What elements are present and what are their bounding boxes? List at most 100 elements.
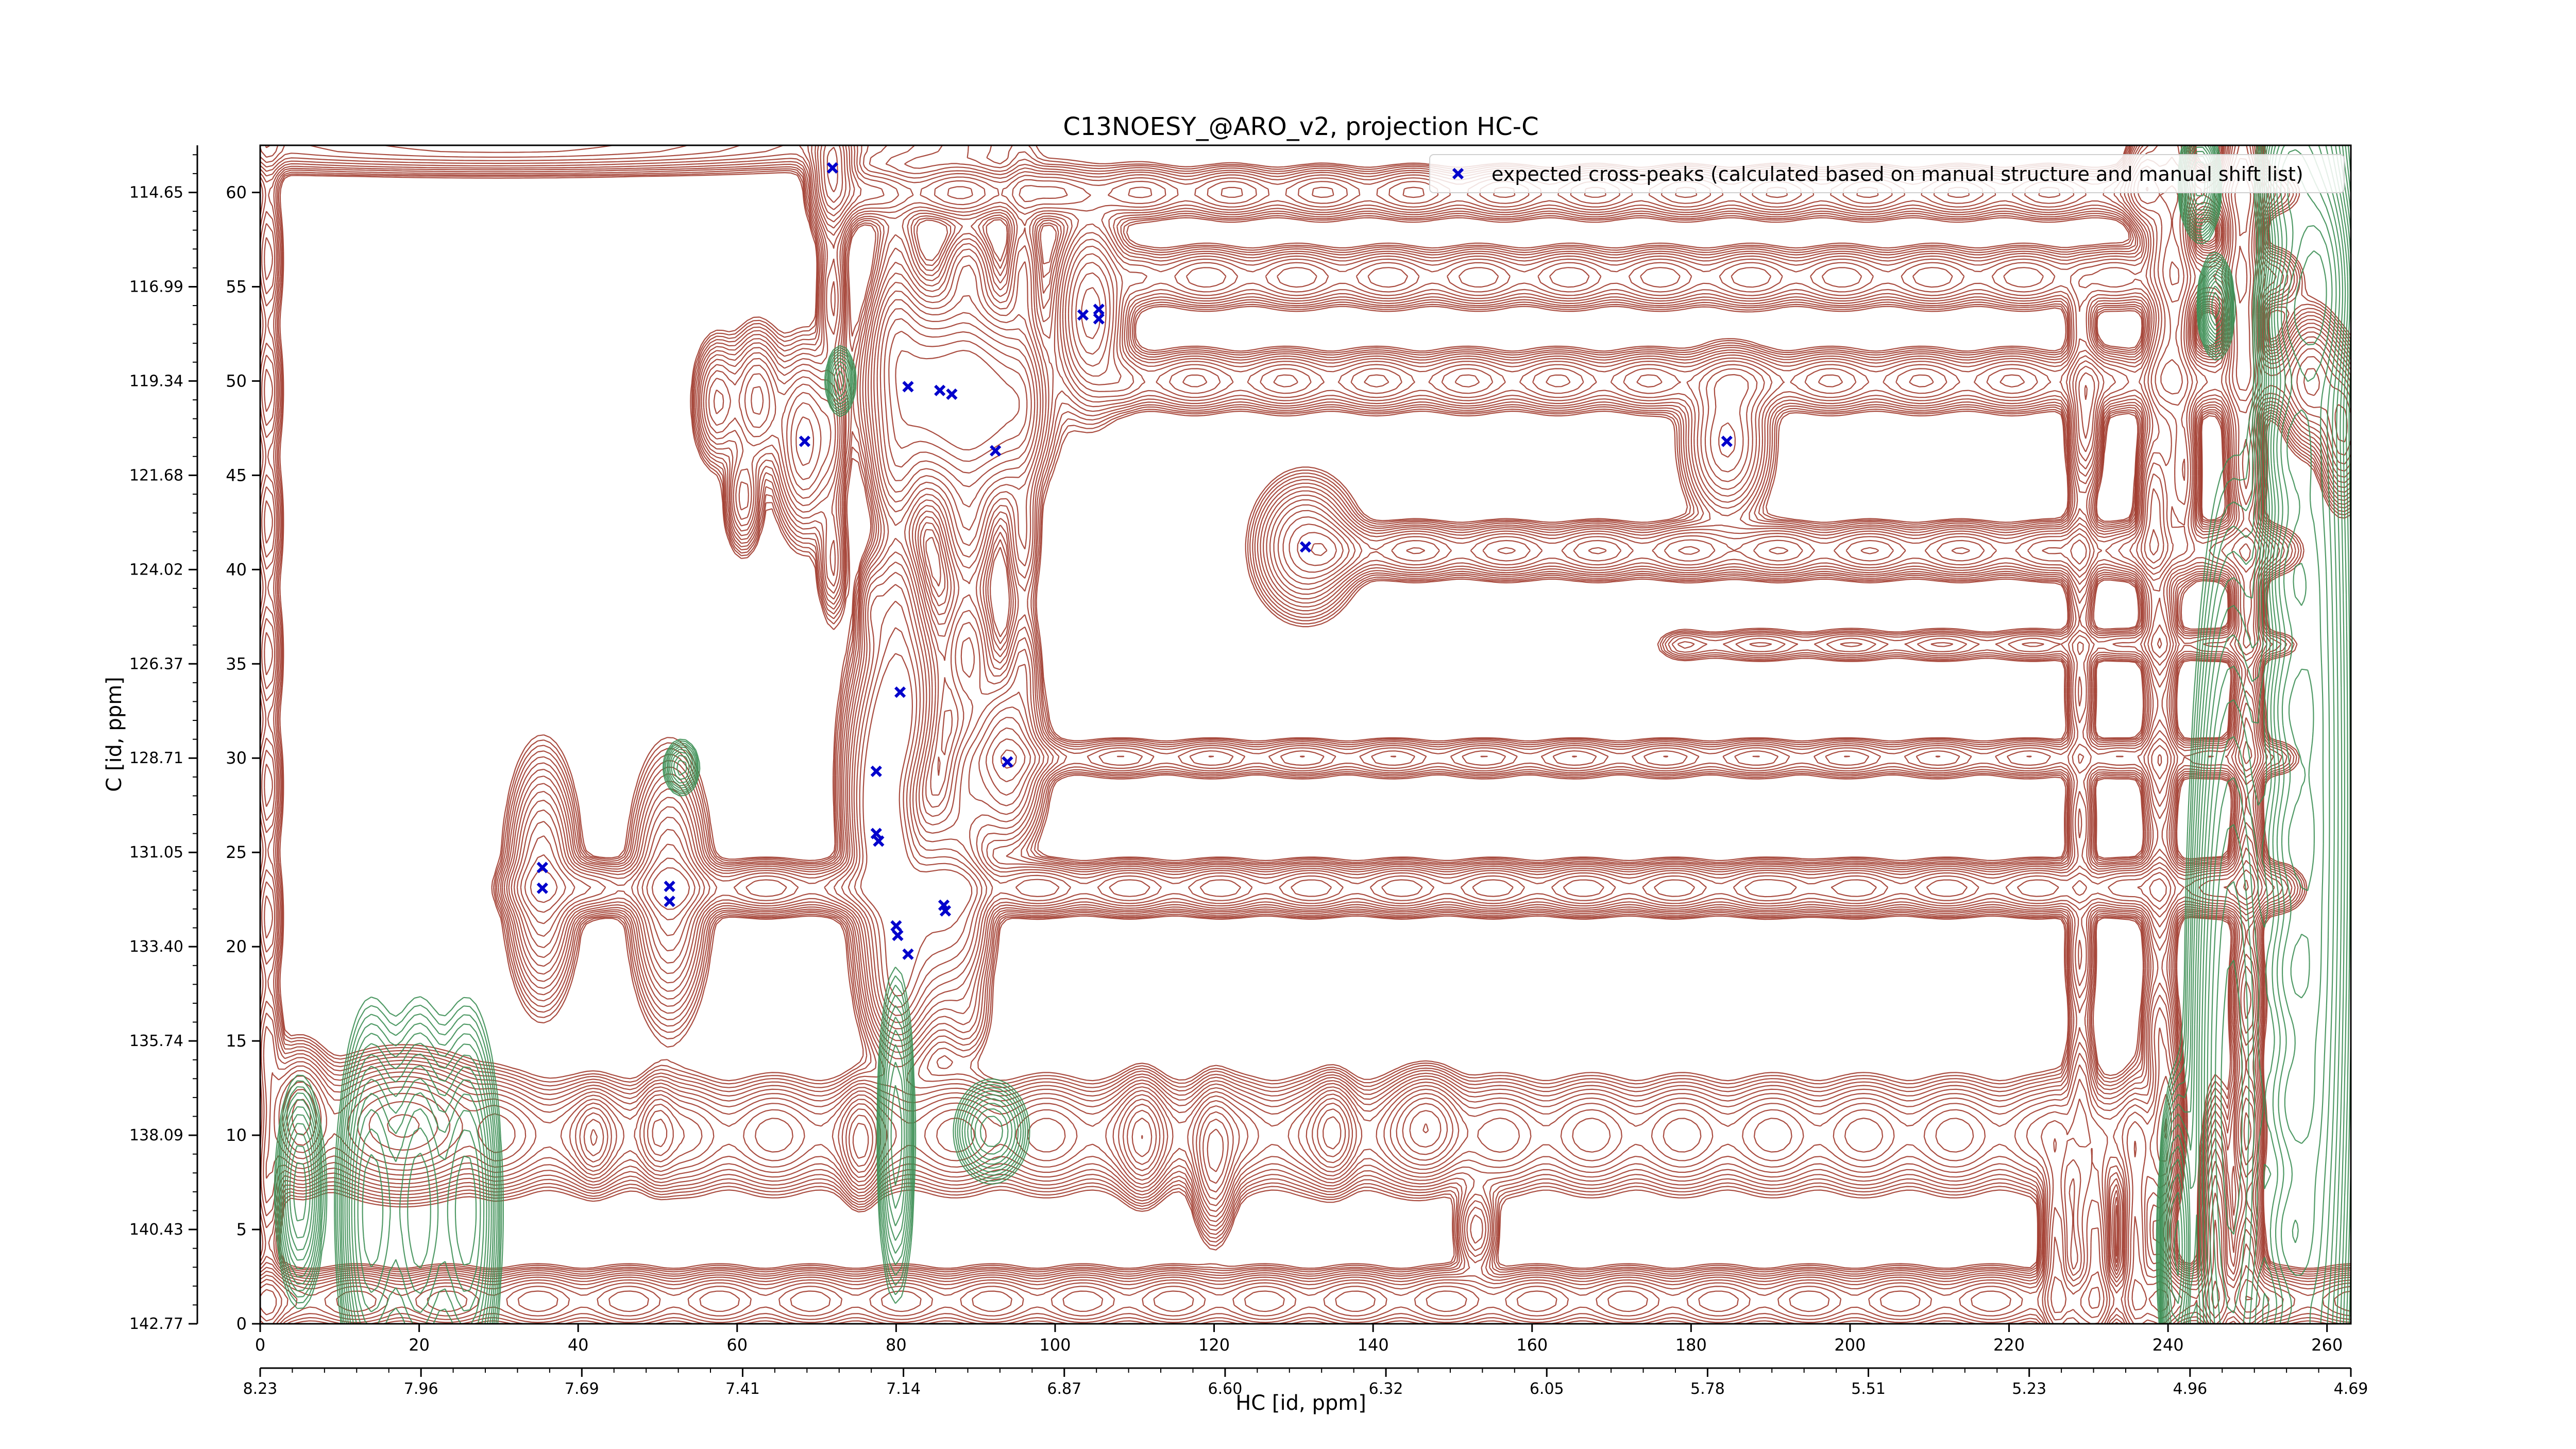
y-tick-label: 35 [226,654,247,673]
x-tick-label: 120 [1198,1335,1230,1355]
y-tick-label: 15 [226,1031,247,1051]
expected-cross-peak [1093,304,1105,315]
negative-contour [279,145,2351,1324]
y-ppm-tick-label: 128.71 [129,749,183,767]
x-ppm-tick-label: 4.96 [2173,1380,2207,1398]
expected-cross-peak [536,882,548,894]
x-ppm-tick-label: 5.78 [1690,1380,1725,1398]
x-tick-label: 260 [2311,1335,2343,1355]
y-ppm-tick-label: 119.34 [129,372,183,390]
expected-cross-peak [902,948,914,960]
negative-contour [289,145,2349,1324]
x-tick-label: 100 [1039,1335,1071,1355]
expected-cross-peak [1721,435,1733,447]
x-ppm-tick-label: 6.60 [1208,1380,1243,1398]
x-tick-label: 220 [1993,1335,2025,1355]
expected-cross-peak [870,765,882,778]
y-ppm-tick-label: 121.68 [129,466,183,484]
expected-peaks-layer [536,162,1733,960]
positive-contour [530,146,2251,1309]
y-ppm-tick-label: 135.74 [129,1032,183,1050]
expected-cross-peak [826,162,839,174]
negative-contour [293,145,2346,1324]
y-ppm-tick-label: 138.09 [129,1126,183,1144]
negative-contour [282,145,2351,1324]
y-ppm-axis: 142.77 140.43 138.09 135.74 133.40 131.05 128.… [129,145,198,1333]
expected-cross-peak [1002,756,1013,768]
contour-layer [260,145,2351,1324]
expected-cross-peak [870,828,882,839]
positive-contour [260,145,2351,1324]
x-ppm-tick-label: 6.87 [1047,1380,1081,1398]
y-axis: 0 5 10 15 20 25 30 35 40 45 50 55 60 [226,182,260,1334]
x-tick-label: 80 [886,1335,907,1355]
expected-cross-peak [939,905,952,917]
y-ppm-tick-label: 142.77 [129,1315,183,1333]
x-tick-label: 20 [409,1335,430,1355]
y-tick-label: 60 [226,182,247,202]
x-tick-label: 60 [726,1335,748,1355]
negative-contour [281,145,2351,1324]
legend-marker [1452,167,1464,180]
y-axis-label: C [id, ppm] [103,677,126,792]
y-tick-label: 40 [226,560,247,579]
plot-frame [259,144,2352,1325]
x-ppm-tick-label: 7.14 [886,1380,921,1398]
expected-cross-peak [664,880,675,892]
x-ppm-tick-label: 4.69 [2334,1380,2368,1398]
x-ppm-axis: 8.23 7.96 7.69 7.41 7.14 6.87 6.60 6.32 6.05 5.78… [243,1367,2368,1398]
y-tick-label: 0 [236,1314,247,1334]
positive-contour [278,145,2351,1271]
x-tick-label: 200 [1834,1335,1866,1355]
x-tick-label: 160 [1516,1335,1548,1355]
x-axis-label: HC [id, ppm] [1235,1391,1366,1415]
y-tick-label: 10 [226,1125,247,1145]
x-ppm-tick-label: 6.05 [1530,1380,1564,1398]
positive-contour [260,145,2351,1324]
x-tick-label: 40 [568,1335,589,1355]
negative-contour [274,145,2258,1324]
y-ppm-tick-label: 126.37 [129,655,183,673]
x-axis: 0 20 40 60 80 100 120 140 160 180 200 220 240 260 [255,1324,2343,1355]
x-tick-label: 140 [1358,1335,1389,1355]
positive-contour [279,145,2351,1269]
negative-contour [278,145,2351,1324]
y-tick-label: 50 [226,371,247,391]
y-tick-label: 45 [226,465,247,485]
negative-contour [357,145,2344,1324]
expected-cross-peak [990,445,1002,457]
y-tick-label: 5 [236,1220,247,1239]
expected-cross-peak [902,381,914,393]
positive-contour [260,145,2351,1324]
y-tick-label: 55 [226,277,247,296]
y-tick-label: 20 [226,937,247,956]
expected-cross-peak [894,686,906,698]
x-ppm-tick-label: 7.96 [404,1380,438,1398]
negative-contour [2173,171,2337,1313]
legend: expected cross-peaks (calculated based o… [1429,154,2345,193]
x-ppm-tick-label: 7.69 [565,1380,599,1398]
x-ppm-tick-label: 6.32 [1369,1380,1403,1398]
expected-cross-peak [934,384,946,396]
legend-label: expected cross-peaks (calculated based o… [1492,163,2303,186]
x-ppm-tick-label: 8.23 [243,1380,278,1398]
y-ppm-tick-label: 124.02 [129,561,183,579]
negative-contour [277,145,2351,1324]
expected-cross-peak [892,930,904,941]
expected-cross-peak [873,835,885,847]
y-ppm-tick-label: 131.05 [129,844,183,862]
x-ppm-tick-label: 5.23 [2012,1380,2046,1398]
x-tick-label: 0 [255,1335,265,1355]
legend-box [1429,154,2345,193]
positive-contour [260,145,2351,1324]
expected-cross-peak [1077,309,1089,321]
negative-contour [2221,225,2333,1243]
negative-contour [2288,250,2327,999]
y-tick-label: 30 [226,748,247,768]
expected-cross-peak [1093,313,1105,325]
y-tick-label: 25 [226,843,247,862]
y-ppm-tick-label: 114.65 [129,183,183,201]
chart-title: C13NOESY_@ARO_v2, projection HC-C [1063,112,1538,141]
y-ppm-tick-label: 133.40 [129,938,183,956]
